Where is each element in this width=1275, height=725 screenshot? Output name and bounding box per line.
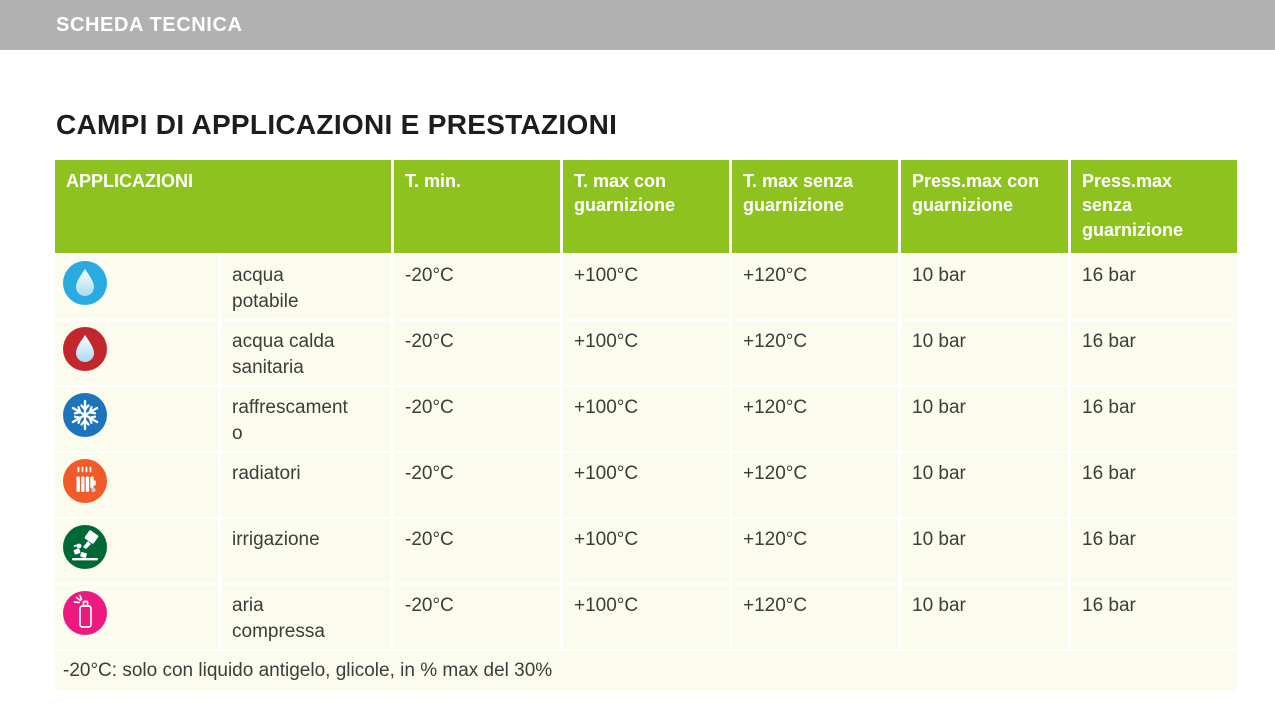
press-max-senza-value: 16 bar — [1071, 255, 1237, 319]
top-bar-title: SCHEDA TECNICA — [56, 13, 243, 36]
press-max-senza-value: 16 bar — [1071, 453, 1237, 517]
t-max-senza-value: +120°C — [732, 387, 898, 451]
application-label: radiatori — [221, 453, 391, 517]
table-row-icon-cell — [55, 255, 218, 319]
col-header-press-max-con: Press.max con guarnizione — [901, 160, 1068, 253]
t-max-con-value: +100°C — [563, 519, 729, 583]
col-header-t-min: T. min. — [394, 160, 560, 253]
t-max-con-value: +100°C — [563, 255, 729, 319]
table-row-icon-cell — [55, 585, 218, 649]
t-max-con-value: +100°C — [563, 321, 729, 385]
press-max-con-value: 10 bar — [901, 519, 1068, 583]
t-max-senza-value: +120°C — [732, 255, 898, 319]
application-label: acqua potabile — [221, 255, 391, 319]
t-max-senza-value: +120°C — [732, 321, 898, 385]
press-max-con-value: 10 bar — [901, 387, 1068, 451]
press-max-con-value: 10 bar — [901, 453, 1068, 517]
press-max-senza-value: 16 bar — [1071, 387, 1237, 451]
t-min-value: -20°C — [394, 387, 560, 451]
press-max-con-value: 10 bar — [901, 585, 1068, 649]
cold-water-drop-icon — [63, 261, 107, 305]
t-max-con-value: +100°C — [563, 585, 729, 649]
radiator-icon — [63, 459, 107, 503]
t-min-value: -20°C — [394, 453, 560, 517]
t-max-con-value: +100°C — [563, 387, 729, 451]
hot-water-drop-icon — [63, 327, 107, 371]
t-max-senza-value: +120°C — [732, 453, 898, 517]
t-min-value: -20°C — [394, 321, 560, 385]
snowflake-icon — [63, 393, 107, 437]
application-label: irrigazione — [221, 519, 391, 583]
irrigation-icon — [63, 525, 107, 569]
col-header-press-max-senza: Press.max senza guarnizione — [1071, 160, 1237, 253]
press-max-senza-value: 16 bar — [1071, 585, 1237, 649]
t-min-value: -20°C — [394, 255, 560, 319]
table-row-icon-cell — [55, 519, 218, 583]
application-label: acqua calda sanitaria — [221, 321, 391, 385]
application-label: raffrescamento — [221, 387, 391, 451]
compressed-air-icon — [63, 591, 107, 635]
t-max-con-value: +100°C — [563, 453, 729, 517]
application-label: aria compressa — [221, 585, 391, 649]
col-header-t-max-con: T. max con guarnizione — [563, 160, 729, 253]
t-max-senza-value: +120°C — [732, 585, 898, 649]
table-footnote: -20°C: solo con liquido antigelo, glicol… — [55, 651, 1237, 691]
col-header-t-max-senza: T. max senza guarnizione — [732, 160, 898, 253]
press-max-senza-value: 16 bar — [1071, 321, 1237, 385]
t-max-senza-value: +120°C — [732, 519, 898, 583]
table-row-icon-cell — [55, 387, 218, 451]
col-header-applicazioni: APPLICAZIONI — [55, 160, 391, 253]
t-min-value: -20°C — [394, 585, 560, 649]
table-row-icon-cell — [55, 321, 218, 385]
top-bar: SCHEDA TECNICA — [0, 0, 1275, 50]
applications-table: APPLICAZIONI T. min. T. max con guarnizi… — [55, 160, 1237, 691]
table-row-icon-cell — [55, 453, 218, 517]
page-title: CAMPI DI APPLICAZIONI E PRESTAZIONI — [56, 108, 618, 140]
press-max-con-value: 10 bar — [901, 255, 1068, 319]
press-max-con-value: 10 bar — [901, 321, 1068, 385]
t-min-value: -20°C — [394, 519, 560, 583]
press-max-senza-value: 16 bar — [1071, 519, 1237, 583]
